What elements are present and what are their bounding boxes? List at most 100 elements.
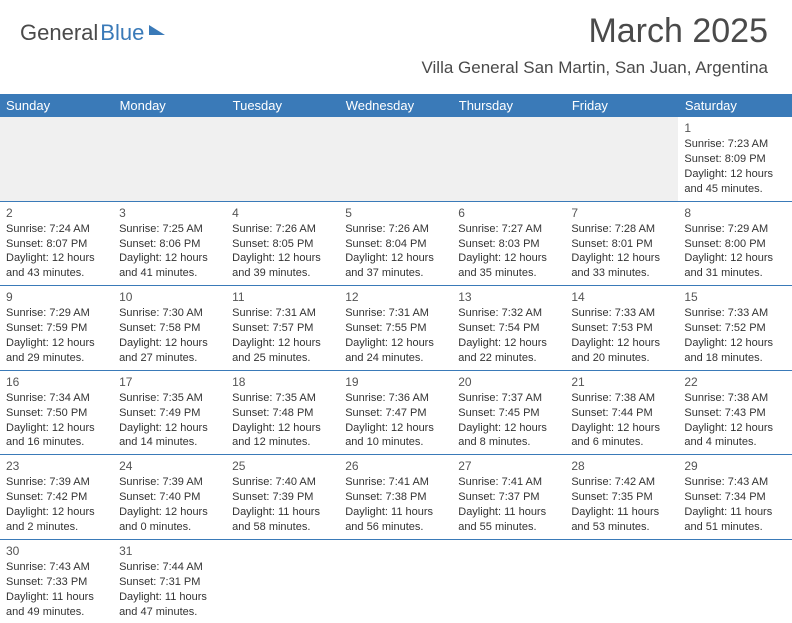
- day1-text: Daylight: 12 hours: [458, 336, 559, 351]
- day-header: Wednesday: [339, 94, 452, 117]
- sunrise-text: Sunrise: 7:26 AM: [232, 222, 333, 237]
- sunset-text: Sunset: 8:09 PM: [684, 152, 785, 167]
- day-number: 28: [571, 458, 672, 474]
- sunrise-text: Sunrise: 7:38 AM: [571, 391, 672, 406]
- sunset-text: Sunset: 8:06 PM: [119, 237, 220, 252]
- calendar-cell: 1Sunrise: 7:23 AMSunset: 8:09 PMDaylight…: [678, 117, 791, 201]
- day-header: Saturday: [678, 94, 791, 117]
- calendar-cell: [565, 117, 678, 201]
- sunrise-text: Sunrise: 7:29 AM: [6, 306, 107, 321]
- day-number: 7: [571, 205, 672, 221]
- day1-text: Daylight: 12 hours: [119, 251, 220, 266]
- calendar-cell: 30Sunrise: 7:43 AMSunset: 7:33 PMDayligh…: [0, 539, 113, 623]
- logo-text-part1: General: [20, 20, 98, 46]
- sunrise-text: Sunrise: 7:37 AM: [458, 391, 559, 406]
- sunrise-text: Sunrise: 7:41 AM: [458, 475, 559, 490]
- sunrise-text: Sunrise: 7:35 AM: [119, 391, 220, 406]
- day1-text: Daylight: 12 hours: [458, 251, 559, 266]
- sunset-text: Sunset: 7:45 PM: [458, 406, 559, 421]
- calendar-cell: 3Sunrise: 7:25 AMSunset: 8:06 PMDaylight…: [113, 201, 226, 286]
- day1-text: Daylight: 12 hours: [6, 421, 107, 436]
- sunset-text: Sunset: 7:49 PM: [119, 406, 220, 421]
- sunrise-text: Sunrise: 7:24 AM: [6, 222, 107, 237]
- calendar-cell: [678, 539, 791, 623]
- day2-text: and 14 minutes.: [119, 435, 220, 450]
- day2-text: and 2 minutes.: [6, 520, 107, 535]
- sunset-text: Sunset: 7:38 PM: [345, 490, 446, 505]
- sunset-text: Sunset: 7:52 PM: [684, 321, 785, 336]
- calendar-cell: 7Sunrise: 7:28 AMSunset: 8:01 PMDaylight…: [565, 201, 678, 286]
- day1-text: Daylight: 11 hours: [684, 505, 785, 520]
- day1-text: Daylight: 11 hours: [571, 505, 672, 520]
- sunset-text: Sunset: 7:48 PM: [232, 406, 333, 421]
- sunrise-text: Sunrise: 7:23 AM: [684, 137, 785, 152]
- calendar-cell: 21Sunrise: 7:38 AMSunset: 7:44 PMDayligh…: [565, 370, 678, 455]
- sunset-text: Sunset: 7:33 PM: [6, 575, 107, 590]
- day-number: 31: [119, 543, 220, 559]
- day-number: 16: [6, 374, 107, 390]
- calendar-cell: 29Sunrise: 7:43 AMSunset: 7:34 PMDayligh…: [678, 455, 791, 540]
- sunrise-text: Sunrise: 7:42 AM: [571, 475, 672, 490]
- logo: General Blue: [20, 20, 165, 46]
- sunset-text: Sunset: 7:31 PM: [119, 575, 220, 590]
- sunrise-text: Sunrise: 7:40 AM: [232, 475, 333, 490]
- sunset-text: Sunset: 7:37 PM: [458, 490, 559, 505]
- day-header: Tuesday: [226, 94, 339, 117]
- day-number: 17: [119, 374, 220, 390]
- sunset-text: Sunset: 8:00 PM: [684, 237, 785, 252]
- day1-text: Daylight: 11 hours: [345, 505, 446, 520]
- sunrise-text: Sunrise: 7:25 AM: [119, 222, 220, 237]
- calendar-cell: 27Sunrise: 7:41 AMSunset: 7:37 PMDayligh…: [452, 455, 565, 540]
- sunrise-text: Sunrise: 7:27 AM: [458, 222, 559, 237]
- calendar-cell: 11Sunrise: 7:31 AMSunset: 7:57 PMDayligh…: [226, 286, 339, 371]
- sunrise-text: Sunrise: 7:34 AM: [6, 391, 107, 406]
- sunrise-text: Sunrise: 7:32 AM: [458, 306, 559, 321]
- day-header: Friday: [565, 94, 678, 117]
- calendar-cell: 25Sunrise: 7:40 AMSunset: 7:39 PMDayligh…: [226, 455, 339, 540]
- sunrise-text: Sunrise: 7:28 AM: [571, 222, 672, 237]
- sunrise-text: Sunrise: 7:33 AM: [684, 306, 785, 321]
- day2-text: and 39 minutes.: [232, 266, 333, 281]
- calendar-row: 16Sunrise: 7:34 AMSunset: 7:50 PMDayligh…: [0, 370, 792, 455]
- day-header: Thursday: [452, 94, 565, 117]
- day2-text: and 41 minutes.: [119, 266, 220, 281]
- day-number: 9: [6, 289, 107, 305]
- day1-text: Daylight: 12 hours: [232, 421, 333, 436]
- sunset-text: Sunset: 7:44 PM: [571, 406, 672, 421]
- sunset-text: Sunset: 8:01 PM: [571, 237, 672, 252]
- sunrise-text: Sunrise: 7:29 AM: [684, 222, 785, 237]
- calendar-cell: [226, 117, 339, 201]
- calendar-cell: 26Sunrise: 7:41 AMSunset: 7:38 PMDayligh…: [339, 455, 452, 540]
- calendar-cell: 28Sunrise: 7:42 AMSunset: 7:35 PMDayligh…: [565, 455, 678, 540]
- calendar-cell: 6Sunrise: 7:27 AMSunset: 8:03 PMDaylight…: [452, 201, 565, 286]
- day1-text: Daylight: 12 hours: [119, 336, 220, 351]
- calendar-row: 9Sunrise: 7:29 AMSunset: 7:59 PM Daylight…: [0, 286, 792, 371]
- day1-text: Daylight: 12 hours: [684, 251, 785, 266]
- logo-sail-icon: [149, 25, 165, 35]
- day-number: 13: [458, 289, 559, 305]
- sunrise-text: Sunrise: 7:26 AM: [345, 222, 446, 237]
- calendar-cell: 18Sunrise: 7:35 AMSunset: 7:48 PMDayligh…: [226, 370, 339, 455]
- calendar-cell: 24Sunrise: 7:39 AMSunset: 7:40 PMDayligh…: [113, 455, 226, 540]
- calendar-table: Sunday Monday Tuesday Wednesday Thursday…: [0, 94, 792, 623]
- day1-text: Daylight: 11 hours: [232, 505, 333, 520]
- day2-text: and 45 minutes.: [684, 182, 785, 197]
- day1-text: Daylight: 12 hours: [571, 421, 672, 436]
- day2-text: and 4 minutes.: [684, 435, 785, 450]
- day2-text: and 6 minutes.: [571, 435, 672, 450]
- day-header: Monday: [113, 94, 226, 117]
- calendar-cell: [452, 117, 565, 201]
- sunrise-text: Sunrise: 7:36 AM: [345, 391, 446, 406]
- day2-text: and 35 minutes.: [458, 266, 559, 281]
- sunset-text: Sunset: 7:55 PM: [345, 321, 446, 336]
- sunset-text: Sunset: 8:04 PM: [345, 237, 446, 252]
- day-number: 27: [458, 458, 559, 474]
- calendar-row: 2Sunrise: 7:24 AMSunset: 8:07 PMDaylight…: [0, 201, 792, 286]
- sunset-text: Sunset: 7:54 PM: [458, 321, 559, 336]
- sunset-text: Sunset: 7:40 PM: [119, 490, 220, 505]
- day-number: 11: [232, 289, 333, 305]
- sunrise-text: Sunrise: 7:31 AM: [345, 306, 446, 321]
- sunset-text: Sunset: 8:03 PM: [458, 237, 559, 252]
- sunset-text: Sunset: 7:59 PM: [6, 321, 107, 336]
- day2-text: and 12 minutes.: [232, 435, 333, 450]
